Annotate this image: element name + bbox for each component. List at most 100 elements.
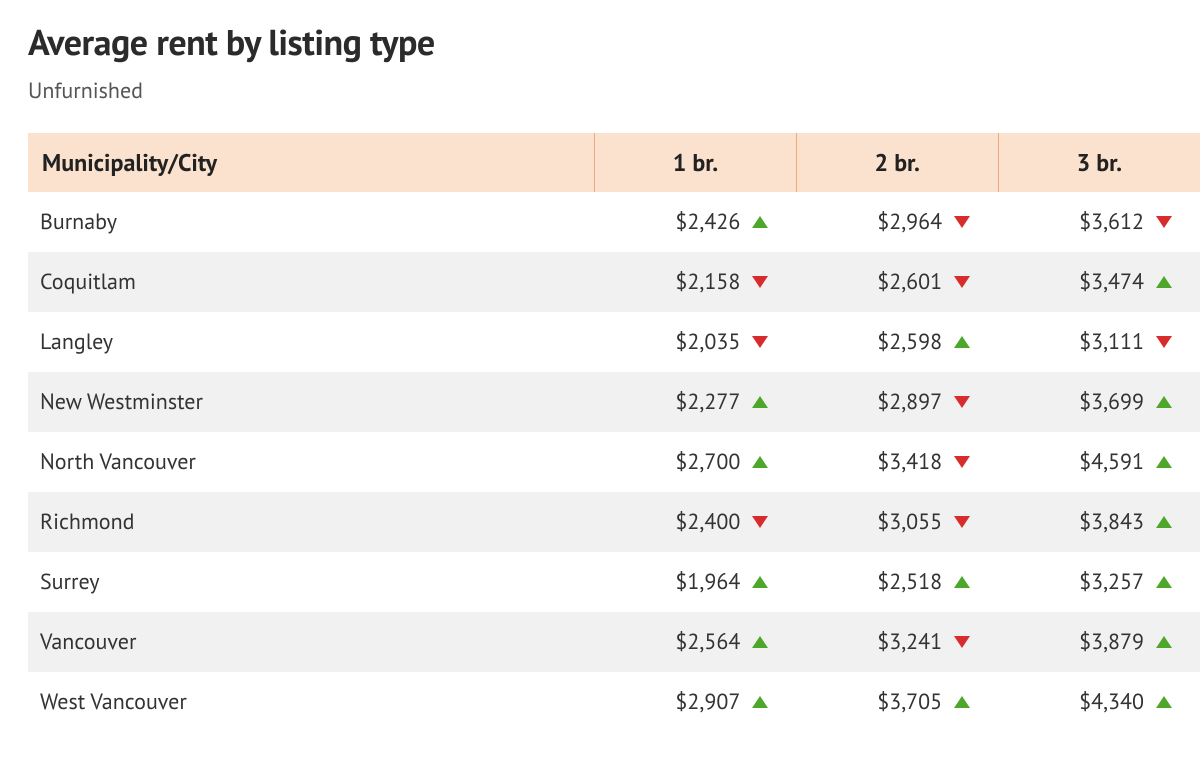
amount-2br: $2,964 — [864, 208, 942, 236]
cell-1br: $2,564 — [595, 612, 797, 672]
trend-up-icon — [1156, 516, 1172, 528]
cell-3br: $3,879 — [998, 612, 1200, 672]
col-header-city: Municipality/City — [28, 133, 595, 192]
col-header-2br: 2 br. — [796, 133, 998, 192]
table-body: Burnaby $2,426 $2,964 $3,612 Coquitlam $2,158… — [28, 192, 1200, 732]
cell-city: Langley — [28, 312, 595, 372]
amount-2br: $2,598 — [864, 328, 942, 356]
trend-up-icon — [1156, 576, 1172, 588]
trend-down-icon — [1156, 216, 1172, 228]
cell-2br: $2,518 — [796, 552, 998, 612]
table-row: West Vancouver $2,907 $3,705 $4,340 — [28, 672, 1200, 732]
amount-1br: $2,700 — [662, 448, 740, 476]
cell-3br: $4,340 — [998, 672, 1200, 732]
table-row: Vancouver $2,564 $3,241 $3,879 — [28, 612, 1200, 672]
trend-up-icon — [1156, 456, 1172, 468]
cell-1br: $2,700 — [595, 432, 797, 492]
cell-1br: $2,426 — [595, 192, 797, 252]
cell-1br: $2,907 — [595, 672, 797, 732]
amount-1br: $2,907 — [662, 688, 740, 716]
trend-up-icon — [752, 576, 768, 588]
cell-3br: $3,111 — [998, 312, 1200, 372]
table-row: New Westminster $2,277 $2,897 $3,699 — [28, 372, 1200, 432]
amount-1br: $2,277 — [662, 388, 740, 416]
amount-2br: $3,418 — [864, 448, 942, 476]
cell-2br: $3,705 — [796, 672, 998, 732]
amount-2br: $3,055 — [864, 508, 942, 536]
rent-table: Municipality/City 1 br. 2 br. 3 br. Burn… — [28, 133, 1200, 732]
table-row: Langley $2,035 $2,598 $3,111 — [28, 312, 1200, 372]
amount-3br: $4,591 — [1066, 448, 1144, 476]
table-row: Surrey $1,964 $2,518 $3,257 — [28, 552, 1200, 612]
cell-city: Burnaby — [28, 192, 595, 252]
amount-3br: $3,111 — [1066, 328, 1144, 356]
trend-down-icon — [752, 336, 768, 348]
trend-down-icon — [954, 276, 970, 288]
trend-down-icon — [954, 456, 970, 468]
cell-2br: $2,601 — [796, 252, 998, 312]
trend-up-icon — [752, 396, 768, 408]
trend-up-icon — [1156, 696, 1172, 708]
amount-2br: $3,705 — [864, 688, 942, 716]
cell-2br: $3,241 — [796, 612, 998, 672]
cell-city: Coquitlam — [28, 252, 595, 312]
table-row: Richmond$2,400$3,055$3,843 — [28, 492, 1200, 552]
trend-up-icon — [1156, 276, 1172, 288]
cell-3br: $4,591 — [998, 432, 1200, 492]
col-header-3br: 3 br. — [998, 133, 1200, 192]
amount-2br: $3,241 — [864, 628, 942, 656]
trend-down-icon — [752, 516, 768, 528]
cell-2br: $3,418 — [796, 432, 998, 492]
trend-down-icon — [954, 396, 970, 408]
cell-city: New Westminster — [28, 372, 595, 432]
trend-up-icon — [954, 336, 970, 348]
amount-3br: $3,257 — [1066, 568, 1144, 596]
cell-3br: $3,257 — [998, 552, 1200, 612]
amount-1br: $2,035 — [662, 328, 740, 356]
trend-up-icon — [752, 216, 768, 228]
cell-city: West Vancouver — [28, 672, 595, 732]
table-row: North Vancouver$2,700$3,418$4,591 — [28, 432, 1200, 492]
trend-down-icon — [752, 276, 768, 288]
trend-down-icon — [954, 516, 970, 528]
cell-3br: $3,612 — [998, 192, 1200, 252]
amount-1br: $1,964 — [662, 568, 740, 596]
cell-1br: $1,964 — [595, 552, 797, 612]
trend-up-icon — [752, 696, 768, 708]
page-subtitle: Unfurnished — [28, 77, 1200, 105]
cell-1br: $2,158 — [595, 252, 797, 312]
table-header-row: Municipality/City 1 br. 2 br. 3 br. — [28, 133, 1200, 192]
trend-up-icon — [752, 456, 768, 468]
cell-city: Vancouver — [28, 612, 595, 672]
table-row: Coquitlam $2,158 $2,601 $3,474 — [28, 252, 1200, 312]
amount-3br: $3,612 — [1066, 208, 1144, 236]
page-title: Average rent by listing type — [28, 18, 1200, 65]
trend-up-icon — [752, 636, 768, 648]
trend-down-icon — [954, 216, 970, 228]
amount-3br: $3,699 — [1066, 388, 1144, 416]
cell-1br: $2,277 — [595, 372, 797, 432]
cell-2br: $3,055 — [796, 492, 998, 552]
cell-2br: $2,897 — [796, 372, 998, 432]
table-row: Burnaby $2,426 $2,964 $3,612 — [28, 192, 1200, 252]
page-root: Average rent by listing type Unfurnished… — [0, 0, 1200, 742]
cell-city: Richmond — [28, 492, 595, 552]
amount-3br: $3,879 — [1066, 628, 1144, 656]
trend-up-icon — [954, 696, 970, 708]
amount-1br: $2,158 — [662, 268, 740, 296]
cell-3br: $3,699 — [998, 372, 1200, 432]
cell-1br: $2,035 — [595, 312, 797, 372]
amount-3br: $3,474 — [1066, 268, 1144, 296]
amount-1br: $2,564 — [662, 628, 740, 656]
cell-3br: $3,474 — [998, 252, 1200, 312]
cell-3br: $3,843 — [998, 492, 1200, 552]
trend-up-icon — [1156, 636, 1172, 648]
trend-up-icon — [1156, 396, 1172, 408]
amount-1br: $2,426 — [662, 208, 740, 236]
amount-3br: $4,340 — [1066, 688, 1144, 716]
cell-2br: $2,598 — [796, 312, 998, 372]
cell-city: Surrey — [28, 552, 595, 612]
col-header-1br: 1 br. — [595, 133, 797, 192]
trend-up-icon — [954, 576, 970, 588]
amount-2br: $2,518 — [864, 568, 942, 596]
